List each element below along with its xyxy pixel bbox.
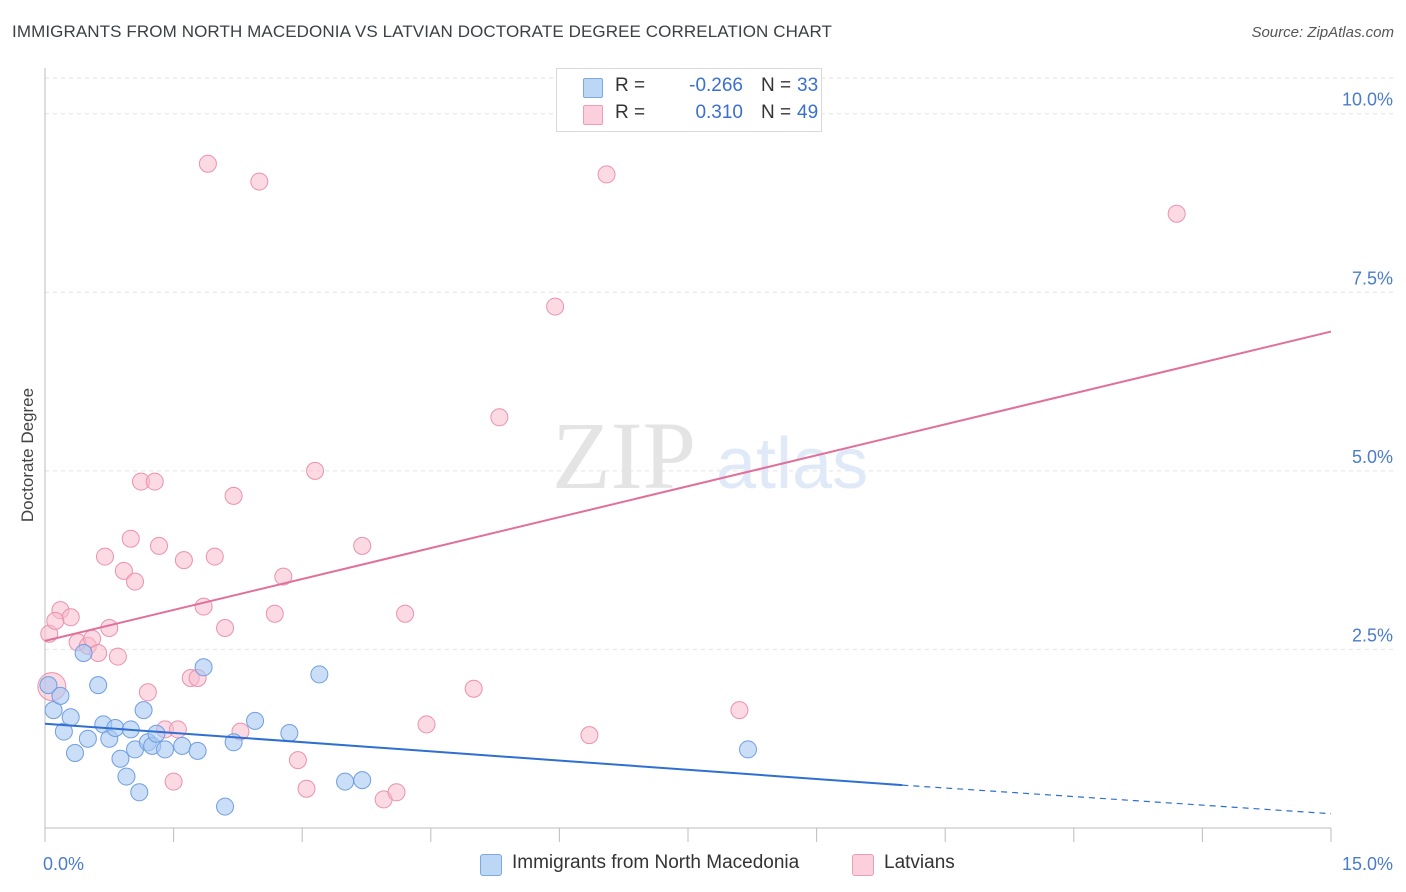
- y-tick-label: 7.5%: [1352, 268, 1393, 288]
- latvians-point: [168, 720, 187, 739]
- legend-n-label: N =: [761, 102, 792, 123]
- legend-r-value: -0.266: [689, 75, 743, 96]
- latvians-point: [46, 611, 65, 630]
- north-macedonia-point: [51, 686, 70, 705]
- latvians-point: [145, 472, 164, 491]
- latvians-point: [126, 572, 145, 591]
- latvians-point: [164, 772, 183, 791]
- latvians-point: [464, 679, 483, 698]
- y-tick-label: 5.0%: [1352, 447, 1393, 467]
- latvians-point: [288, 751, 307, 770]
- north-macedonia-point: [739, 740, 758, 759]
- source-label: Source: ZipAtlas.com: [1251, 24, 1394, 41]
- latvians-point: [150, 536, 169, 555]
- north-macedonia-point: [89, 676, 108, 695]
- legend-n-label: N =: [761, 75, 792, 96]
- legend-r-label: R =: [615, 102, 646, 123]
- north-macedonia-point: [336, 772, 355, 791]
- latvians-point: [250, 172, 269, 191]
- latvians-point: [274, 567, 293, 586]
- north-macedonia-point: [61, 708, 80, 727]
- latvians-point: [387, 783, 406, 802]
- watermark: ZIP atlas: [552, 402, 868, 509]
- north-macedonia-point: [111, 749, 130, 768]
- latvians-point: [216, 619, 235, 637]
- latvians-point: [353, 536, 372, 555]
- bottom-legend-swatch-blue: [480, 854, 502, 876]
- north-macedonia-point: [117, 767, 136, 786]
- latvians-point: [198, 154, 217, 173]
- axes-layer: [44, 68, 1332, 842]
- bottom-legend-label: Latvians: [884, 852, 955, 873]
- legend-n-value: 49: [797, 102, 819, 123]
- north-macedonia-point: [66, 744, 85, 762]
- latvians-point: [306, 461, 325, 480]
- latvians-point: [490, 408, 509, 427]
- latvians-point: [224, 486, 243, 505]
- north-macedonia-point: [353, 771, 372, 790]
- north-macedonia-point: [156, 740, 175, 759]
- x-tick-label-min: 0.0%: [43, 854, 84, 874]
- watermark-zip: ZIP: [552, 402, 696, 509]
- latvians-point: [100, 619, 119, 637]
- latvians-point: [96, 547, 115, 566]
- north-macedonia-point: [246, 711, 265, 730]
- north-macedonia-point: [147, 724, 166, 743]
- watermark-atlas: atlas: [716, 424, 868, 504]
- x-tick-label-max: 15.0%: [1342, 854, 1393, 874]
- latvians-point: [108, 647, 127, 666]
- legend-r-value: 0.310: [695, 102, 743, 123]
- north-macedonia-point: [280, 724, 299, 742]
- north-macedonia-point: [310, 665, 329, 684]
- latvians-point: [205, 547, 224, 566]
- y-axis-title: Doctorate Degree: [18, 388, 37, 522]
- latvians-point: [114, 561, 133, 580]
- north-macedonia-trend-extension: [902, 784, 1332, 815]
- north-macedonia-point: [78, 729, 97, 748]
- chart-title: IMMIGRANTS FROM NORTH MACEDONIA VS LATVI…: [12, 22, 833, 41]
- latvians-point: [138, 683, 157, 702]
- north-macedonia-point: [134, 701, 153, 720]
- north-macedonia-point: [216, 797, 235, 816]
- latvians-point: [1167, 204, 1186, 223]
- legend-n-value: 33: [797, 75, 819, 96]
- latvians-point: [121, 529, 140, 548]
- bottom-legend-swatch-pink: [852, 854, 874, 876]
- legend-swatch-blue: [583, 78, 603, 98]
- labels-layer: 2.5% 5.0% 7.5% 10.0% 0.0% 15.0% Doctorate Degr…: [18, 90, 1393, 874]
- north-macedonia-point: [130, 783, 149, 802]
- latvians-point: [174, 551, 193, 570]
- north-macedonia-point: [194, 658, 213, 677]
- trend-layer: [44, 330, 1332, 815]
- latvians-point: [396, 604, 415, 623]
- latvians-point: [61, 608, 80, 627]
- legend-swatch-pink: [583, 105, 603, 125]
- grid-layer: [45, 77, 1393, 650]
- legend-r-label: R =: [615, 75, 646, 96]
- north-macedonia-point: [74, 644, 93, 662]
- latvians-point: [297, 779, 316, 798]
- north-macedonia-point: [173, 736, 192, 755]
- bottom-legend-label: Immigrants from North Macedonia: [512, 852, 800, 873]
- y-tick-label: 10.0%: [1342, 90, 1393, 110]
- north-macedonia-point: [39, 676, 58, 695]
- correlation-legend: R = -0.266 N = 33 R = 0.310 N = 49: [556, 68, 822, 132]
- latvians-point: [730, 701, 749, 720]
- latvians-point: [546, 297, 565, 316]
- latvians-point: [597, 165, 616, 184]
- latvians-point: [265, 604, 284, 623]
- y-tick-label: 2.5%: [1352, 625, 1393, 645]
- north-macedonia-point: [188, 741, 207, 760]
- latvians-point: [417, 715, 436, 734]
- latvians-point: [580, 726, 599, 745]
- north-macedonia-trend-line: [44, 722, 903, 787]
- latvians-trend-line: [44, 330, 1332, 642]
